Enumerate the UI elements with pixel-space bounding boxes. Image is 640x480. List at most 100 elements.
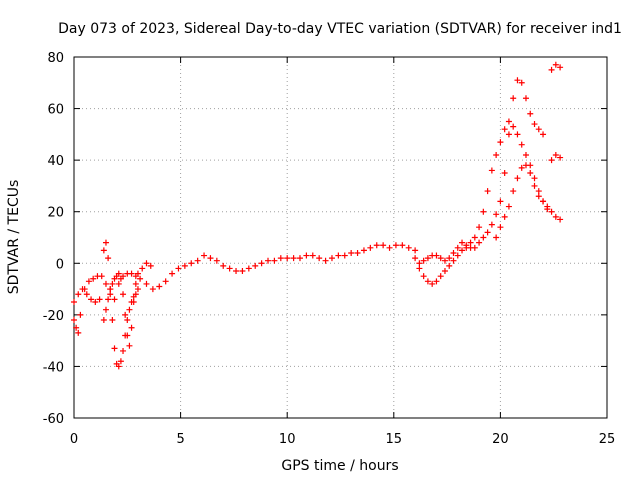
x-tick-label: 0 — [70, 432, 78, 447]
data-point — [505, 131, 512, 138]
data-point — [518, 79, 525, 86]
data-point — [109, 317, 116, 324]
data-point — [85, 278, 92, 285]
data-point — [450, 249, 457, 256]
data-point — [201, 252, 208, 259]
data-point — [480, 208, 487, 215]
data-point — [501, 213, 508, 220]
data-point — [92, 298, 99, 305]
data-point — [493, 151, 500, 158]
data-point — [156, 283, 163, 290]
data-point — [540, 131, 547, 138]
data-point — [102, 239, 109, 246]
data-point — [544, 203, 551, 210]
data-point — [226, 265, 233, 272]
data-point — [139, 265, 146, 272]
data-point — [102, 280, 109, 287]
data-point — [420, 257, 427, 264]
data-point — [535, 126, 542, 133]
data-point — [416, 260, 423, 267]
data-point — [105, 255, 112, 262]
data-point — [132, 280, 139, 287]
data-point — [424, 255, 431, 262]
data-point — [258, 260, 265, 267]
data-point — [548, 208, 555, 215]
data-point — [557, 216, 564, 223]
data-point — [265, 257, 272, 264]
data-point — [309, 252, 316, 259]
data-point — [552, 151, 559, 158]
data-point — [143, 260, 150, 267]
y-tick-label: 20 — [47, 206, 64, 221]
series-ind1-f — [493, 151, 564, 241]
data-point — [557, 64, 564, 71]
data-point — [433, 252, 440, 259]
data-point — [535, 188, 542, 195]
data-point — [90, 275, 97, 282]
data-point — [132, 291, 139, 298]
data-point — [424, 278, 431, 285]
data-point — [109, 280, 116, 287]
series-ind1-e — [416, 61, 564, 267]
y-tick-label: -60 — [43, 412, 64, 427]
series-ind1-a — [71, 242, 419, 336]
data-point — [115, 363, 122, 370]
data-point — [522, 162, 529, 169]
data-point — [271, 257, 278, 264]
data-point — [373, 242, 380, 249]
axis-ticks: 0 5 10 15 20 25 -60 -40 -20 0 20 40 60 80 — [43, 51, 616, 447]
data-point — [501, 126, 508, 133]
data-point — [484, 188, 491, 195]
data-point — [497, 198, 504, 205]
x-axis-title: GPS time / hours — [281, 458, 398, 474]
data-point — [83, 291, 90, 298]
data-point — [514, 175, 521, 182]
data-point — [367, 244, 374, 251]
data-point — [71, 298, 77, 305]
x-tick-label: 10 — [279, 432, 296, 447]
data-point — [348, 249, 355, 256]
data-point — [124, 317, 131, 324]
data-point — [454, 244, 461, 251]
data-point — [471, 244, 478, 251]
y-tick-label: 80 — [47, 51, 64, 66]
y-tick-label: 0 — [56, 257, 64, 272]
data-point — [128, 270, 135, 277]
data-point — [386, 244, 393, 251]
data-point — [467, 239, 474, 246]
data-point — [433, 278, 440, 285]
data-point — [296, 255, 303, 262]
data-point — [96, 296, 103, 303]
data-point — [126, 342, 133, 349]
data-point — [75, 291, 82, 298]
data-point — [412, 247, 419, 254]
data-point — [497, 139, 504, 146]
data-point — [437, 273, 444, 280]
data-point — [102, 306, 109, 313]
data-point — [429, 280, 436, 287]
data-points — [71, 61, 564, 370]
data-point — [134, 270, 141, 277]
series-ind1-c — [100, 260, 154, 349]
data-point — [510, 188, 517, 195]
data-point — [149, 286, 156, 293]
data-point — [450, 257, 457, 264]
data-point — [416, 265, 423, 272]
data-point — [531, 175, 538, 182]
y-tick-label: -20 — [43, 309, 64, 324]
data-point — [505, 203, 512, 210]
chart-title: Day 073 of 2023, Sidereal Day-to-day VTE… — [58, 21, 622, 37]
data-point — [75, 329, 82, 336]
data-point — [88, 296, 95, 303]
data-point — [522, 95, 529, 102]
data-point — [122, 311, 129, 318]
plot-frame — [73, 56, 608, 419]
data-point — [188, 260, 195, 267]
data-point — [552, 213, 559, 220]
series-ind1-d — [412, 118, 564, 287]
data-point — [454, 252, 461, 259]
data-point — [335, 252, 342, 259]
data-point — [100, 247, 107, 254]
data-point — [510, 95, 517, 102]
